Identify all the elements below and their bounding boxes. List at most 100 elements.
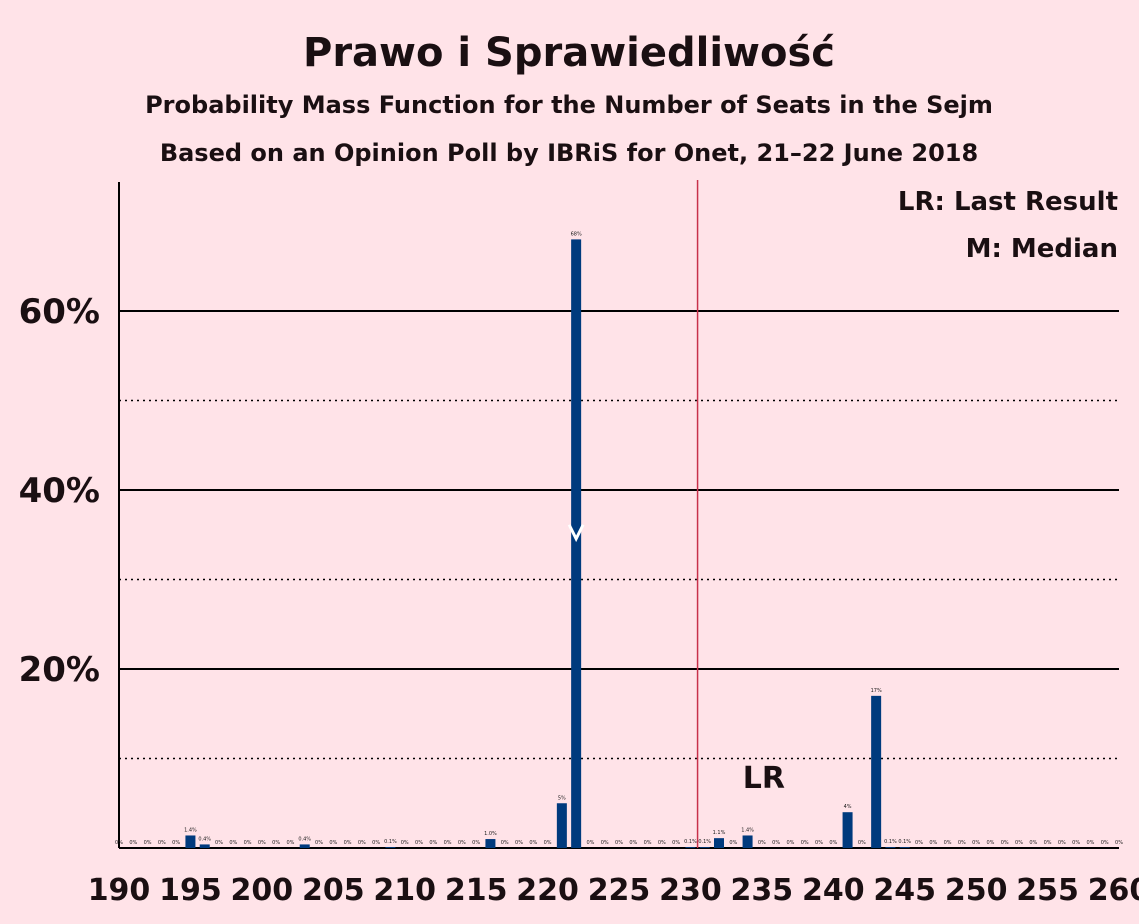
bar-label-244: 0.1%: [884, 839, 897, 845]
bar-label-257: 0%: [1072, 840, 1080, 846]
bar-label-224: 0%: [601, 840, 609, 846]
bar-label-193: 0%: [158, 840, 166, 846]
bar-222: [571, 239, 582, 848]
bar-label-215: 0%: [472, 840, 480, 846]
bar-label-205: 0%: [329, 840, 337, 846]
bar-230: [685, 847, 696, 848]
bar-label-228: 0%: [658, 840, 666, 846]
bar-label-233: 0%: [729, 840, 737, 846]
x-tick-label-205: 205: [302, 873, 365, 908]
bar-label-226: 0%: [629, 840, 637, 846]
bar-label-214: 0%: [458, 840, 466, 846]
axes: [118, 182, 1119, 849]
last-result-label: LR: [743, 761, 785, 796]
bar-label-197: 0%: [215, 840, 223, 846]
bar-label-223: 0%: [586, 840, 594, 846]
bar-label-256: 0%: [1058, 840, 1066, 846]
bar-label-196: 0.4%: [198, 836, 211, 842]
bar-241: [842, 812, 853, 848]
bar-244: [885, 847, 896, 848]
chart-title: Prawo i Sprawiedliwość: [303, 30, 835, 76]
bar-196: [199, 844, 210, 848]
bar-label-230: 0.1%: [684, 839, 697, 845]
bar-216: [485, 839, 496, 848]
bar-label-260: 0%: [1115, 840, 1123, 846]
bar-label-216: 1.0%: [484, 831, 497, 837]
bar-label-243: 17%: [871, 688, 882, 694]
bar-label-251: 0%: [986, 840, 994, 846]
bar-label-202: 0%: [286, 840, 294, 846]
bar-label-209: 0.1%: [384, 839, 397, 845]
bar-label-236: 0%: [772, 840, 780, 846]
bar-label-220: 0%: [544, 840, 552, 846]
bar-label-241: 4%: [844, 804, 852, 810]
bar-label-217: 0%: [501, 840, 509, 846]
bar-209: [385, 847, 396, 848]
bar-label-246: 0%: [915, 840, 923, 846]
bar-label-235: 0%: [758, 840, 766, 846]
chart-subtitle-2: Based on an Opinion Poll by IBRiS for On…: [160, 139, 978, 167]
bar-label-194: 0%: [172, 840, 180, 846]
bar-label-248: 0%: [944, 840, 952, 846]
bar-label-238: 0%: [801, 840, 809, 846]
markers: LR: [567, 180, 785, 848]
bar-label-208: 0%: [372, 840, 380, 846]
bar-label-237: 0%: [786, 840, 794, 846]
bar-labels: 0% 0% 0% 0% 0% 1.4% 0.4% 0% 0% 0% 0% 0% 0% 0.4% 0% 0% 0%…: [115, 231, 1123, 846]
x-tick-label-220: 220: [516, 873, 579, 908]
x-tick-labels: 190 195 200 205 210 215 220 225 230 235 240 245 250 2…: [88, 873, 1139, 908]
bar-label-199: 0%: [244, 840, 252, 846]
x-tick-label-230: 230: [659, 873, 722, 908]
chart-subtitle-1: Probability Mass Function for the Number…: [145, 91, 993, 119]
bar-203: [299, 844, 310, 848]
bar-label-210: 0%: [401, 840, 409, 846]
bar-label-249: 0%: [958, 840, 966, 846]
bar-label-204: 0%: [315, 840, 323, 846]
bar-231: [699, 847, 710, 848]
y-tick-label-40: 40%: [19, 471, 100, 511]
bar-label-234: 1.4%: [741, 827, 754, 833]
bar-label-213: 0%: [444, 840, 452, 846]
bar-label-225: 0%: [615, 840, 623, 846]
bar-label-245: 0.1%: [898, 839, 911, 845]
x-tick-label-215: 215: [445, 873, 508, 908]
bar-label-190: 0%: [115, 840, 123, 846]
bar-label-207: 0%: [358, 840, 366, 846]
bar-234: [742, 835, 753, 848]
gridlines: [119, 310, 1119, 760]
bar-label-227: 0%: [644, 840, 652, 846]
bar-label-219: 0%: [529, 840, 537, 846]
x-tick-label-200: 200: [231, 873, 294, 908]
bar-label-242: 0%: [858, 840, 866, 846]
x-tick-label-245: 245: [873, 873, 936, 908]
bar-195: [185, 835, 196, 848]
bar-label-259: 0%: [1101, 840, 1109, 846]
bar-label-221: 5%: [558, 795, 566, 801]
bar-label-206: 0%: [344, 840, 352, 846]
x-tick-label-210: 210: [373, 873, 436, 908]
y-tick-label-20: 20%: [19, 650, 100, 690]
x-tick-label-195: 195: [159, 873, 222, 908]
x-tick-label-240: 240: [802, 873, 865, 908]
bar-label-203: 0.4%: [298, 836, 311, 842]
x-tick-label-235: 235: [731, 873, 794, 908]
bar-232: [714, 838, 724, 848]
bar-label-232: 1.1%: [713, 830, 726, 836]
bar-label-198: 0%: [229, 840, 237, 846]
x-tick-label-190: 190: [88, 873, 151, 908]
bar-label-218: 0%: [515, 840, 523, 846]
x-tick-label-255: 255: [1016, 873, 1079, 908]
bar-label-239: 0%: [815, 840, 823, 846]
median-marker: [567, 524, 585, 543]
bar-label-201: 0%: [272, 840, 280, 846]
bar-245: [899, 847, 910, 848]
bar-label-254: 0%: [1029, 840, 1037, 846]
legend-last-result: LR: Last Result: [898, 187, 1118, 217]
bar-label-255: 0%: [1044, 840, 1052, 846]
legend-median: M: Median: [966, 234, 1118, 264]
bar-label-192: 0%: [144, 840, 152, 846]
bar-label-211: 0%: [415, 840, 423, 846]
x-tick-label-260: 260: [1088, 873, 1139, 908]
bar-label-212: 0%: [429, 840, 437, 846]
